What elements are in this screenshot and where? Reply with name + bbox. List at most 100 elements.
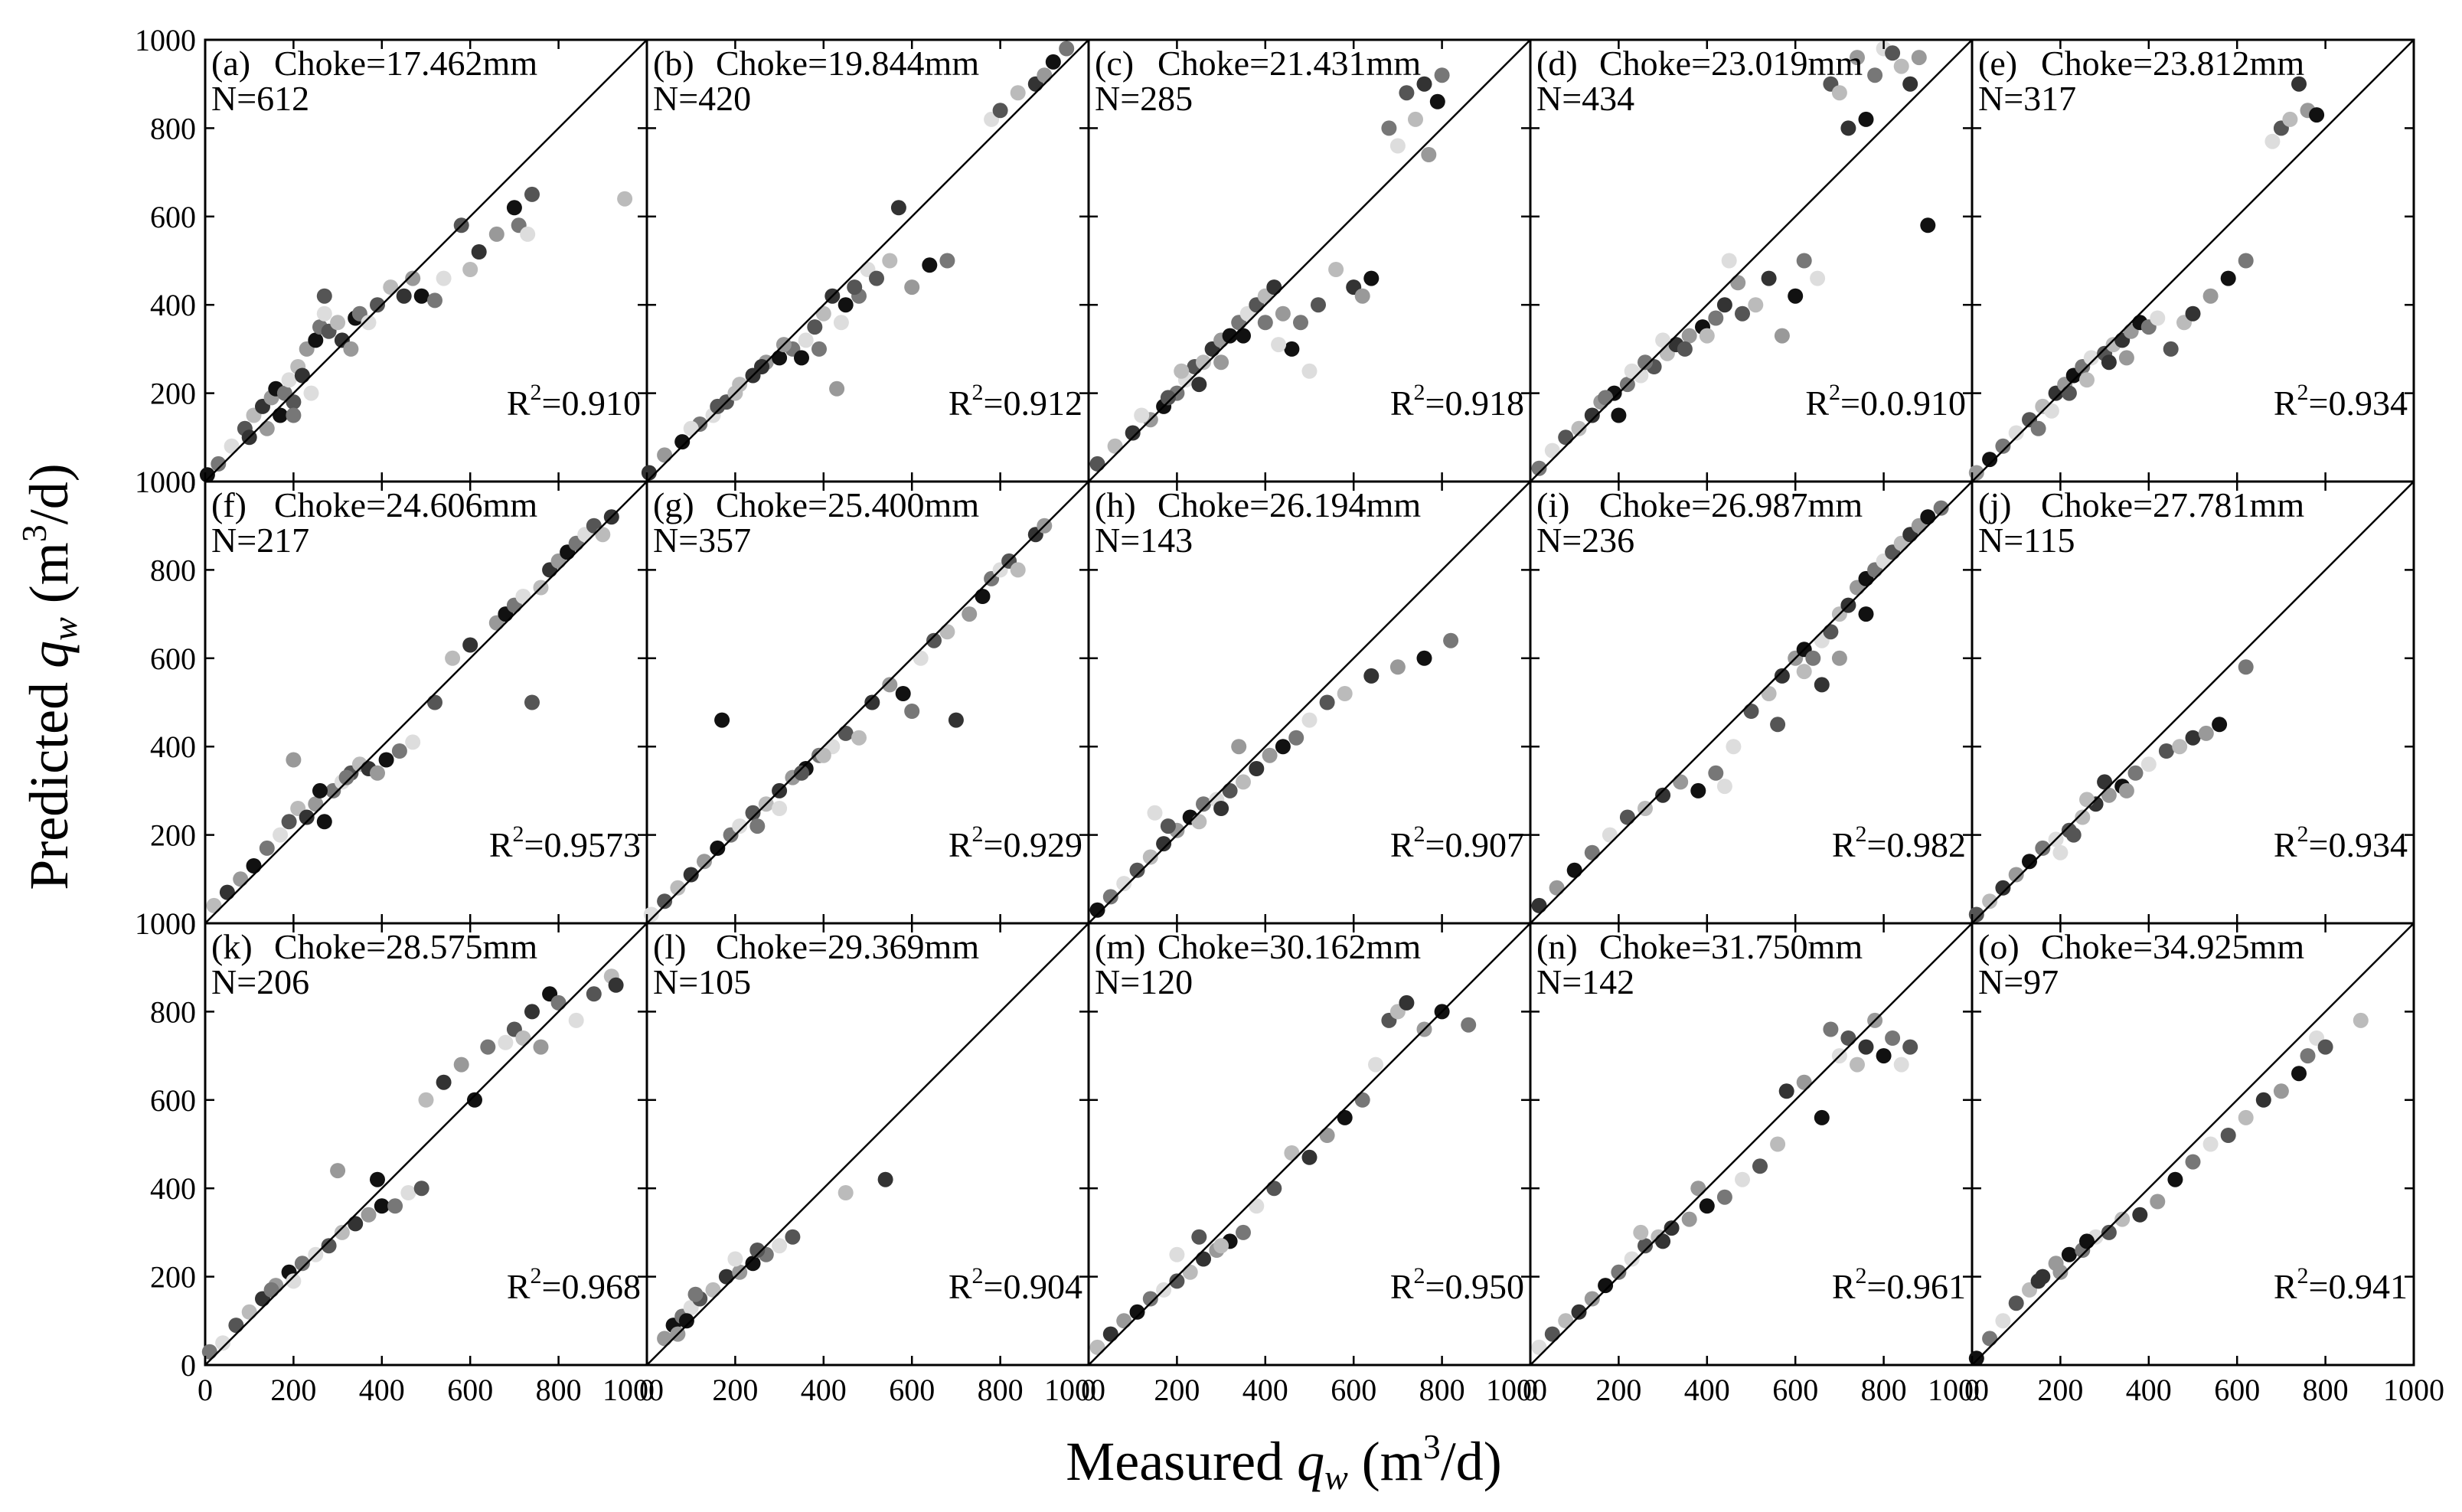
r-squared-exponent: 2 — [2297, 1263, 2309, 1288]
r-squared-value: =0.9573 — [524, 825, 641, 864]
x-tick-label: 1000 — [1928, 1373, 1989, 1407]
y-tick-label: 0 — [181, 1348, 196, 1383]
data-point — [471, 244, 487, 260]
r-squared-exponent: 2 — [972, 1263, 984, 1288]
data-point — [838, 1185, 854, 1200]
x-tick-label: 400 — [1242, 1373, 1288, 1407]
data-point — [316, 814, 332, 830]
r-squared-value: =0.918 — [1425, 384, 1524, 423]
data-point — [749, 818, 766, 834]
data-point — [2008, 1295, 2024, 1311]
panel-label: (a) — [211, 44, 250, 83]
data-point — [2185, 305, 2201, 322]
r-squared-exponent: 2 — [1829, 380, 1840, 405]
data-point — [286, 394, 302, 410]
panel-frame — [1971, 922, 2415, 1367]
x-axis-title: Measured qw (m3/d) — [1066, 1427, 1502, 1497]
r-squared-symbol: R — [949, 1267, 972, 1306]
y-axis-title: Predicted qw (m3/d) — [15, 463, 84, 890]
x-axis-title-unit-open: (m — [1348, 1431, 1423, 1492]
x-tick-label: 600 — [447, 1373, 493, 1407]
data-point — [1850, 50, 1865, 66]
data-point — [2061, 385, 2077, 401]
data-point — [2030, 420, 2046, 436]
data-point — [1690, 1181, 1706, 1197]
data-point — [533, 1039, 549, 1055]
data-point — [286, 1273, 302, 1289]
data-point — [2083, 350, 2099, 366]
data-point — [2079, 792, 2095, 808]
x-tick-label: 600 — [1331, 1373, 1376, 1407]
sample-count-label: N=217 — [211, 521, 309, 560]
panel-label: (l) — [653, 927, 686, 966]
y-tick-label: 200 — [150, 377, 196, 411]
data-point — [882, 253, 898, 269]
data-point — [904, 704, 920, 719]
data-point — [1284, 341, 1300, 357]
data-point — [1236, 1224, 1251, 1240]
data-point — [199, 467, 215, 483]
r-squared-symbol: R — [2274, 1267, 2297, 1306]
r-squared-value: =0.961 — [1867, 1267, 1966, 1306]
data-point — [2202, 288, 2219, 304]
sample-count-label: N=206 — [211, 962, 309, 1001]
data-point — [1920, 217, 1936, 233]
data-point — [568, 1012, 584, 1028]
panel-label: (i) — [1536, 485, 1569, 524]
x-tick-label: 400 — [359, 1373, 405, 1407]
data-point — [370, 765, 385, 781]
panel-ticks — [645, 38, 1090, 483]
data-point — [2220, 270, 2236, 286]
data-point — [1354, 288, 1370, 304]
data-point — [400, 1185, 416, 1200]
data-point — [1275, 739, 1291, 755]
x-tick-label: 1000 — [2383, 1373, 2444, 1407]
r-squared-value: =0.912 — [984, 384, 1082, 423]
data-point — [869, 270, 884, 286]
data-point — [833, 315, 849, 331]
data-point — [1584, 407, 1600, 423]
x-tick-label: 600 — [2214, 1373, 2260, 1407]
r-squared-exponent: 2 — [531, 380, 542, 405]
data-point — [586, 986, 602, 1002]
data-point — [1288, 730, 1304, 746]
data-point — [1328, 262, 1344, 277]
data-point — [727, 1251, 743, 1267]
data-point — [2101, 1224, 2117, 1240]
x-axis-title-unit-exp: 3 — [1423, 1427, 1441, 1466]
data-point — [1638, 354, 1653, 371]
data-point — [2212, 717, 2228, 733]
data-point — [281, 814, 297, 830]
r-squared-value: =0.941 — [2309, 1267, 2408, 1306]
data-point — [467, 1092, 482, 1108]
data-point — [378, 752, 394, 768]
x-tick-label: 600 — [889, 1373, 935, 1407]
r-squared-symbol: R — [949, 825, 972, 864]
data-point — [1810, 270, 1826, 286]
data-point — [273, 407, 289, 423]
choke-label: Choke=21.431mm — [1158, 44, 1421, 83]
r-squared-symbol: R — [1390, 825, 1414, 864]
data-point — [772, 1238, 788, 1254]
data-point — [1531, 1339, 1547, 1355]
y-axis-title-prefix: Predicted — [18, 668, 80, 890]
data-point — [1752, 1158, 1768, 1174]
data-point — [1059, 41, 1075, 57]
y-tick-label: 600 — [150, 200, 196, 234]
data-point — [1681, 328, 1697, 344]
data-point — [2150, 1194, 2166, 1210]
sample-count-label: N=612 — [211, 79, 309, 118]
x-tick-label: 200 — [270, 1373, 316, 1407]
r-squared-value: =0.950 — [1425, 1267, 1524, 1306]
data-point — [1368, 1056, 1383, 1073]
data-point — [1010, 562, 1026, 578]
data-point — [1257, 315, 1273, 331]
data-point — [1142, 849, 1158, 865]
data-point — [1107, 438, 1123, 454]
data-point — [2220, 1128, 2236, 1143]
data-point — [343, 341, 359, 357]
data-point — [772, 350, 788, 366]
